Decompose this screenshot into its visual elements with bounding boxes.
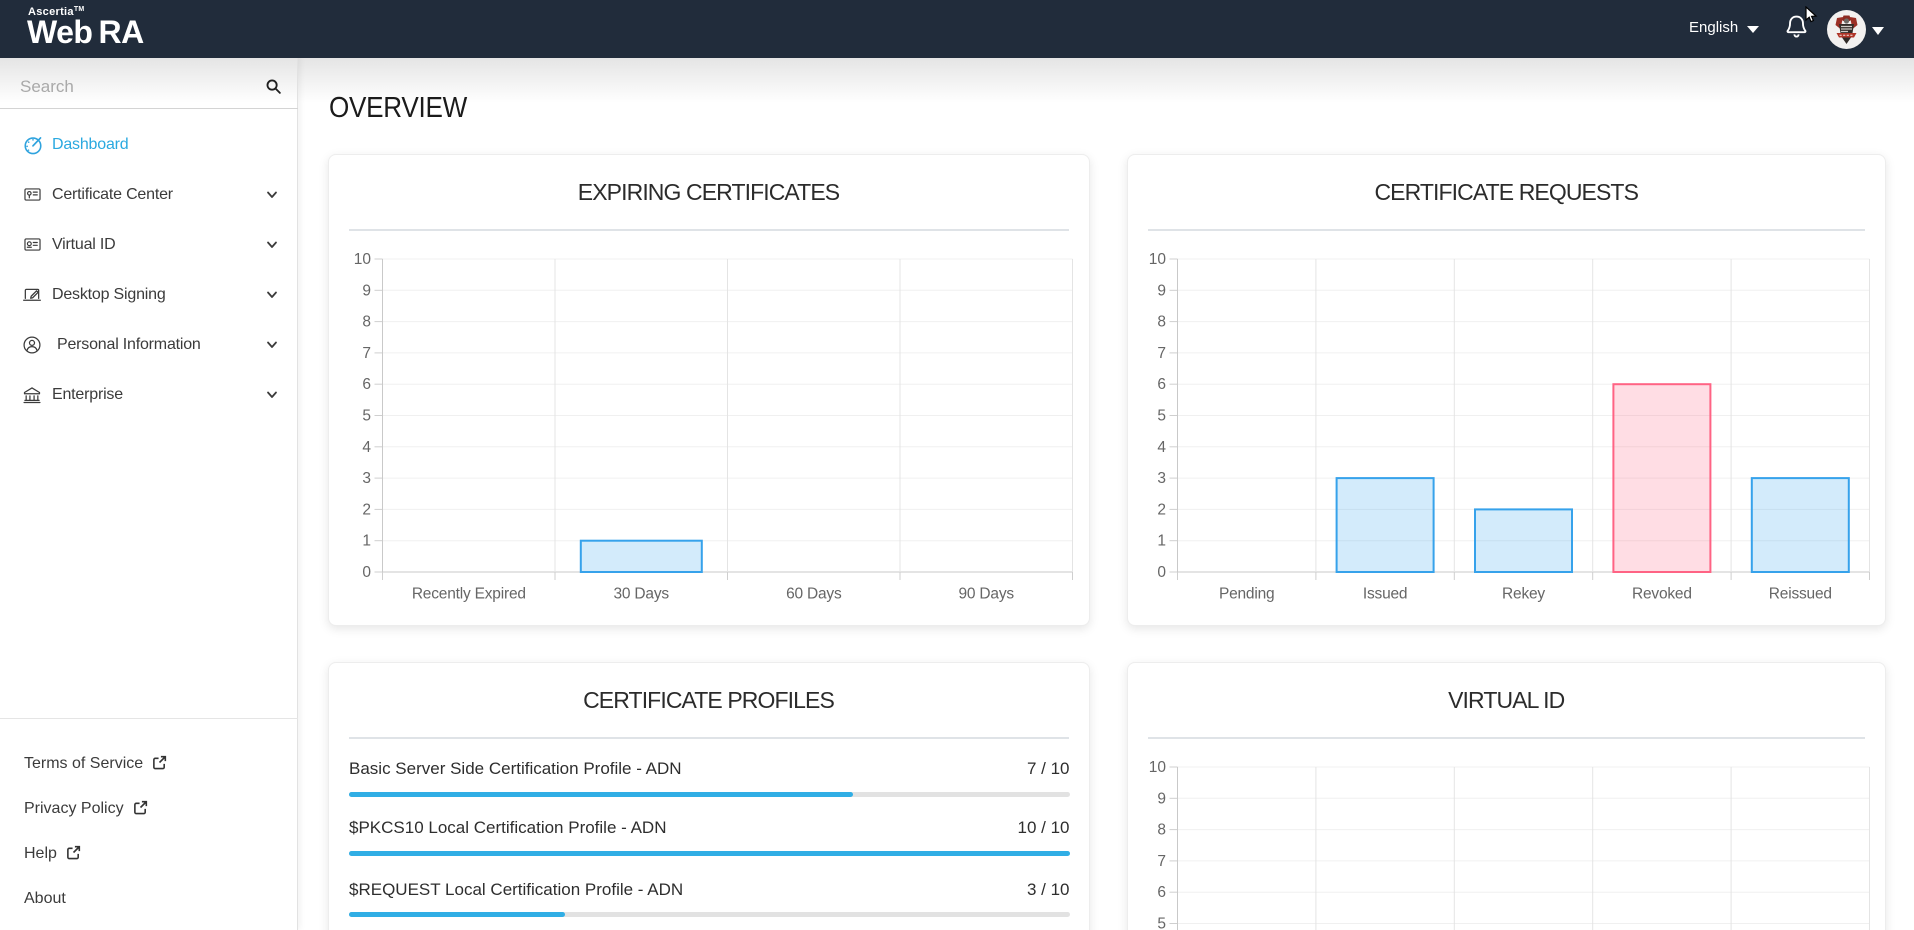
svg-text:5: 5 (1157, 916, 1166, 930)
svg-text:10: 10 (1148, 759, 1166, 776)
svg-text:3: 3 (1157, 470, 1166, 487)
svg-text:Reissued: Reissued (1768, 586, 1831, 603)
svg-text:5: 5 (1157, 408, 1166, 425)
svg-text:60 Days: 60 Days (786, 586, 842, 603)
svg-text:0: 0 (362, 564, 371, 581)
svg-text:90 Days: 90 Days (958, 586, 1014, 603)
svg-text:7: 7 (1157, 345, 1166, 362)
svg-text:6: 6 (1157, 376, 1166, 393)
svg-text:10: 10 (1148, 251, 1166, 268)
svg-text:4: 4 (1157, 439, 1166, 456)
svg-text:Revoked: Revoked (1632, 586, 1692, 603)
svg-text:Recently Expired: Recently Expired (411, 586, 525, 603)
svg-text:6: 6 (362, 376, 371, 393)
svg-text:9: 9 (1157, 790, 1166, 807)
svg-text:6: 6 (1157, 884, 1166, 901)
svg-text:7: 7 (362, 345, 371, 362)
svg-text:1: 1 (1157, 533, 1166, 550)
svg-text:0: 0 (1157, 564, 1166, 581)
svg-text:Pending: Pending (1218, 586, 1273, 603)
svg-text:Rekey: Rekey (1502, 586, 1545, 603)
svg-text:10: 10 (353, 251, 371, 268)
svg-text:9: 9 (362, 282, 371, 299)
svg-text:8: 8 (362, 314, 371, 331)
svg-text:3: 3 (362, 470, 371, 487)
svg-text:7: 7 (1157, 853, 1166, 870)
svg-text:8: 8 (1157, 822, 1166, 839)
svg-text:2: 2 (362, 501, 371, 518)
svg-text:8: 8 (1157, 314, 1166, 331)
svg-text:2: 2 (1157, 501, 1166, 518)
svg-text:9: 9 (1157, 282, 1166, 299)
svg-text:Issued: Issued (1362, 586, 1406, 603)
svg-text:30 Days: 30 Days (613, 586, 669, 603)
svg-text:1: 1 (362, 533, 371, 550)
svg-text:4: 4 (362, 439, 371, 456)
svg-text:5: 5 (362, 408, 371, 425)
